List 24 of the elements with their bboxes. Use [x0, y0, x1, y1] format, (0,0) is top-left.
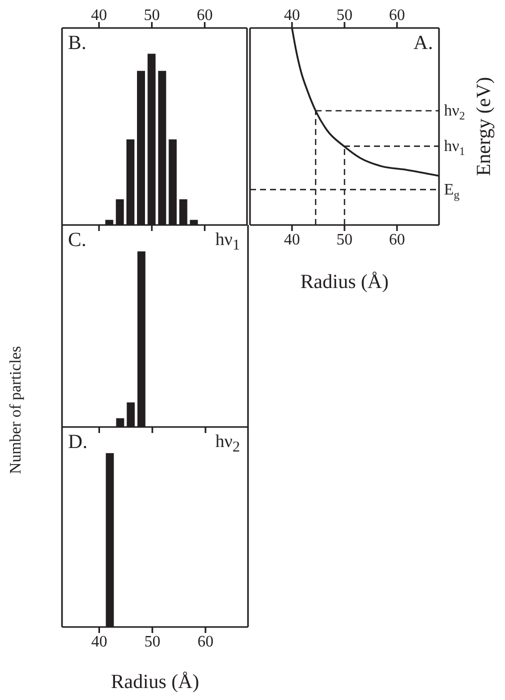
x-tick-label: 40 [284, 231, 300, 248]
chart-title: A. [414, 32, 433, 55]
x-axis-title: Radius (Å) [110, 671, 200, 693]
x2-tick-label: 60 [389, 7, 405, 24]
x2-tick-label: 60 [196, 7, 213, 24]
x-tick-label: 40 [91, 633, 108, 650]
x2-tick-label: 40 [284, 7, 300, 24]
x-axis-title: Radius (Å) [300, 271, 389, 293]
x2-tick-label: 50 [336, 7, 352, 24]
x-tick-label: 60 [389, 231, 405, 248]
ref-line-label: E$_{g}$ [444, 181, 460, 202]
chart-title: C. [68, 229, 86, 252]
x-tick-label: 60 [197, 633, 214, 650]
x-tick-label: 50 [144, 633, 160, 650]
ref-line-label: hν$_{1}$ [444, 138, 466, 158]
x-tick-label: 50 [336, 231, 352, 248]
x2-tick-label: 40 [91, 7, 107, 24]
annotation: hν$_{1}$ [215, 229, 240, 255]
chart-title: D. [68, 431, 88, 454]
ref-line-label: hν$_{2}$ [444, 102, 466, 123]
chart-title: B. [68, 32, 86, 55]
y-axis-title: Energy (eV) [473, 76, 496, 176]
y-axis-title: Number of particles [8, 346, 24, 474]
annotation: hν$_{2}$ [215, 431, 240, 457]
